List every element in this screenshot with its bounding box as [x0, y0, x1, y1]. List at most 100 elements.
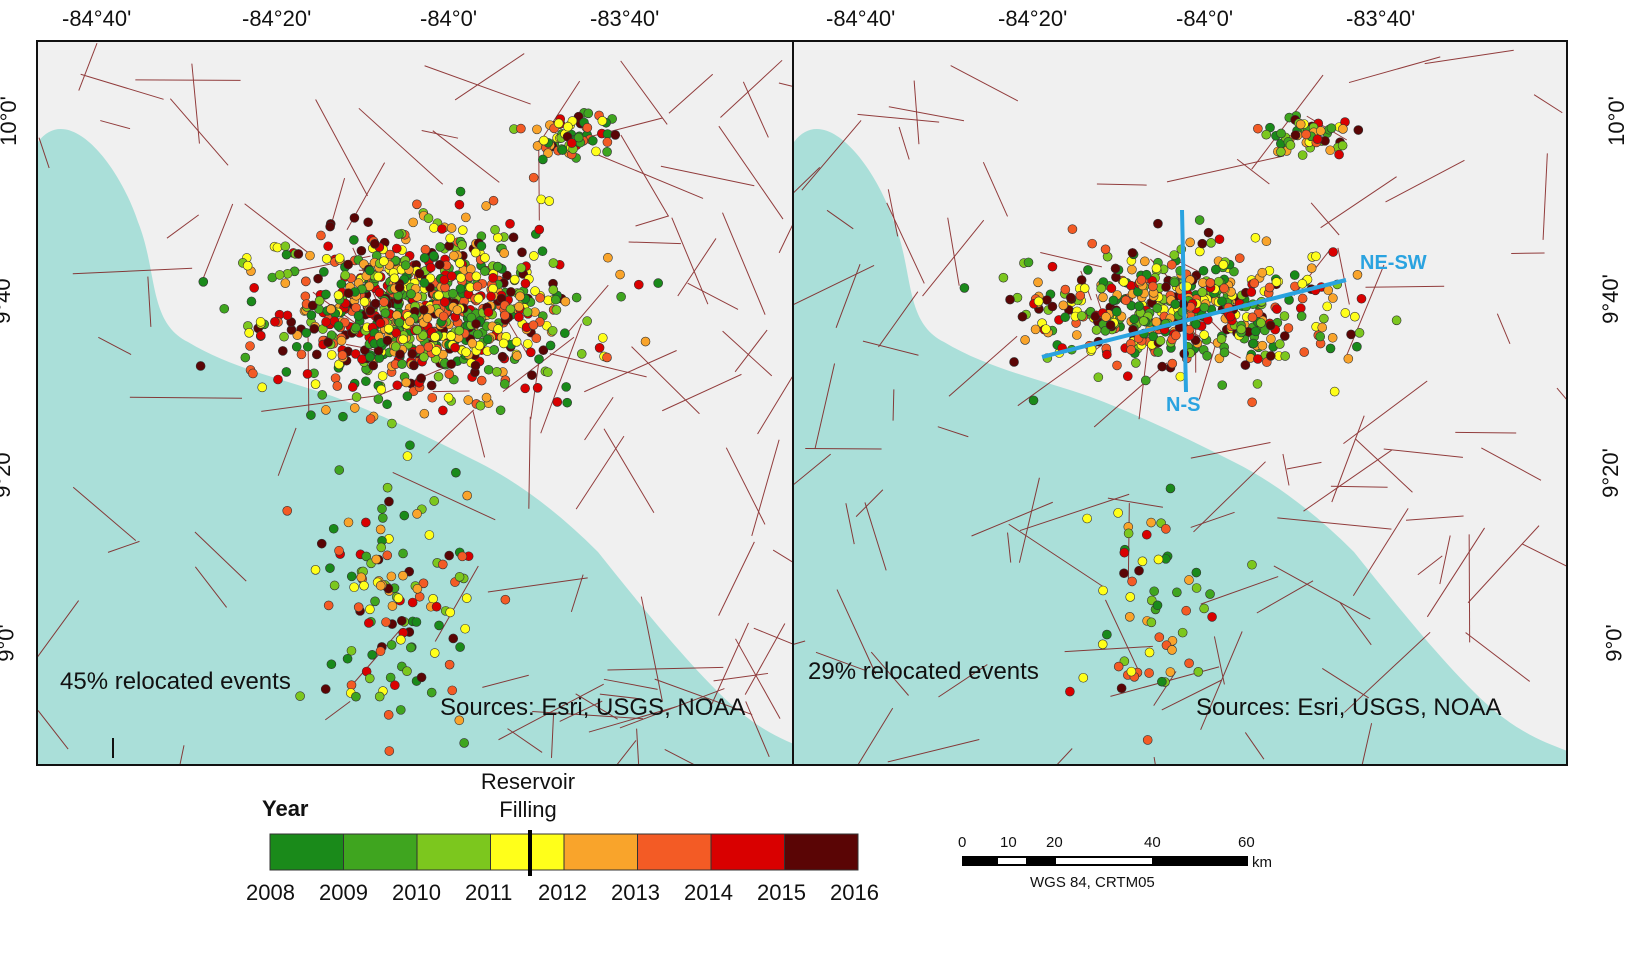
- event-dot: [1165, 483, 1176, 494]
- year-color-bar: [269, 830, 859, 876]
- event-dot: [364, 265, 375, 276]
- event-dot: [493, 324, 503, 334]
- fault-line: [277, 427, 297, 476]
- event-dot: [340, 270, 351, 281]
- event-dot: [1123, 528, 1134, 539]
- event-dot: [334, 465, 345, 475]
- fault-line: [324, 700, 351, 721]
- event-dot: [1340, 308, 1351, 318]
- event-dot: [456, 272, 466, 283]
- event-dot: [1033, 296, 1044, 307]
- fault-line: [805, 448, 882, 450]
- event-dot: [270, 316, 280, 327]
- event-dot: [273, 374, 283, 385]
- event-dot: [1020, 335, 1030, 345]
- fault-line: [315, 99, 368, 197]
- fault-line: [1251, 74, 1324, 170]
- event-dot: [475, 400, 486, 411]
- event-dot: [1199, 302, 1210, 313]
- event-dot: [499, 379, 510, 389]
- event-dot: [346, 645, 357, 656]
- event-dot: [1152, 600, 1163, 611]
- event-dot: [382, 335, 393, 346]
- event-dot: [342, 653, 353, 664]
- event-dot: [1205, 278, 1216, 288]
- event-dot: [365, 352, 375, 362]
- event-dot: [548, 285, 559, 295]
- event-dot: [633, 279, 644, 290]
- fault-line: [742, 81, 769, 138]
- event-dot: [1146, 617, 1157, 628]
- fault-line: [498, 683, 604, 741]
- event-dot: [489, 345, 499, 355]
- event-dot: [1126, 666, 1137, 677]
- event-dot: [412, 199, 422, 210]
- event-dot: [412, 584, 423, 594]
- fault-line: [1405, 515, 1464, 521]
- event-dot: [1138, 316, 1149, 326]
- event-dot: [1346, 329, 1356, 340]
- event-dot: [438, 311, 449, 322]
- event-dot: [548, 258, 559, 268]
- event-dot: [349, 213, 360, 223]
- event-dot: [616, 291, 626, 302]
- event-dot: [446, 331, 456, 341]
- fault-line: [794, 453, 832, 485]
- scale-tick: 10: [1000, 834, 1017, 851]
- fault-line: [1018, 477, 1040, 563]
- event-dot: [514, 301, 524, 312]
- event-dot: [1075, 290, 1086, 301]
- event-dot: [419, 352, 429, 362]
- event-dot: [244, 328, 254, 338]
- fault-line: [947, 217, 960, 286]
- event-dot: [406, 289, 416, 299]
- fault-line: [1352, 508, 1409, 597]
- event-dot: [1065, 292, 1076, 303]
- event-dot: [1144, 647, 1155, 658]
- event-dot: [488, 195, 499, 206]
- event-dot: [371, 554, 382, 565]
- event-dot: [406, 642, 416, 653]
- fault-line: [937, 426, 969, 438]
- fault-line: [1303, 449, 1392, 512]
- fault-line: [1017, 344, 1103, 407]
- fault-line: [244, 203, 309, 254]
- event-dot: [418, 305, 429, 315]
- fault-line: [1542, 153, 1548, 240]
- event-dot: [1236, 324, 1247, 335]
- event-dot: [418, 330, 428, 341]
- event-dot: [492, 367, 502, 377]
- event-dot: [1118, 277, 1129, 287]
- event-dot: [573, 132, 584, 143]
- event-dot: [449, 250, 459, 261]
- fault-line: [687, 282, 739, 310]
- event-dot: [1065, 686, 1075, 697]
- fault-line: [794, 167, 821, 194]
- fault-line: [1521, 543, 1566, 567]
- event-dot: [1206, 238, 1216, 248]
- event-dot: [431, 601, 442, 612]
- event-dot: [351, 691, 361, 702]
- fault-line: [1339, 601, 1372, 646]
- scale-crs: WGS 84, CRTM05: [1030, 874, 1155, 891]
- fault-line: [570, 574, 584, 612]
- event-dot: [301, 276, 311, 287]
- fault-line: [1385, 159, 1465, 203]
- fault-line: [603, 678, 658, 690]
- fault-line: [620, 134, 669, 217]
- event-dot: [240, 352, 251, 363]
- event-dot: [490, 224, 500, 235]
- event-dot: [1060, 312, 1070, 323]
- fault-line: [640, 596, 663, 702]
- fault-line: [1383, 448, 1463, 458]
- event-dot: [561, 382, 571, 392]
- event-dot: [551, 305, 562, 315]
- fault-line: [1511, 252, 1545, 255]
- event-dot: [359, 580, 369, 591]
- event-dot: [256, 330, 266, 341]
- event-dot: [430, 332, 440, 342]
- event-dot: [1175, 371, 1186, 382]
- event-dot: [361, 376, 371, 387]
- fault-line: [1348, 56, 1441, 84]
- event-dot: [370, 596, 380, 607]
